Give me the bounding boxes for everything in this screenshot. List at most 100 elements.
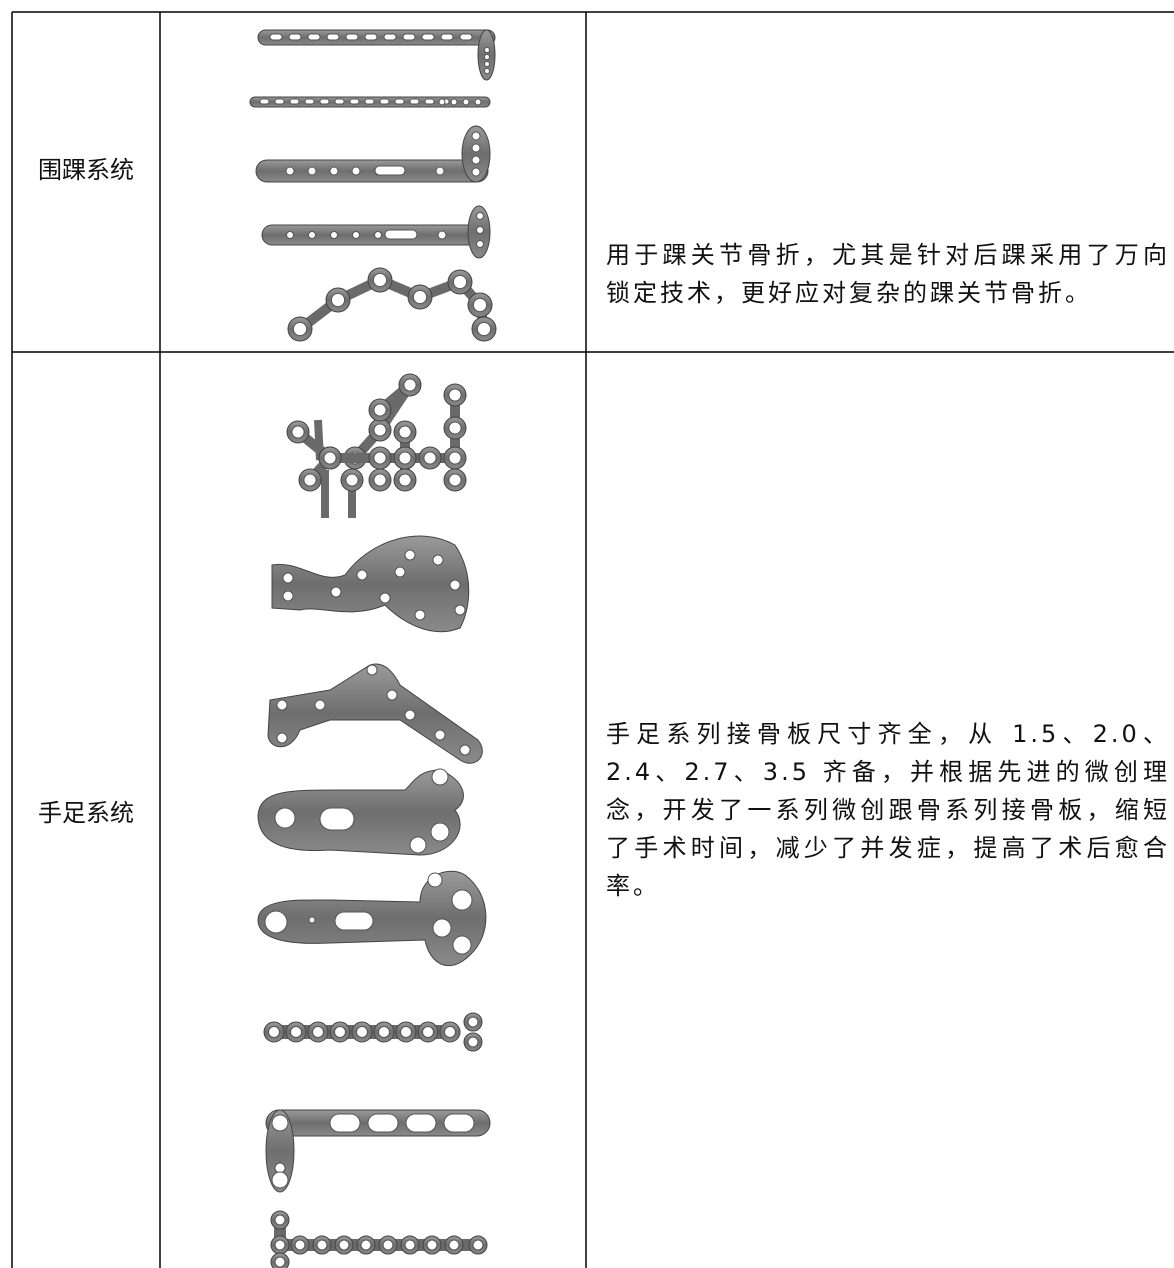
- plate-shape: [334, 911, 374, 931]
- plate-shape: [292, 321, 308, 337]
- plate-shape: [476, 240, 484, 248]
- plate-shape: [274, 1239, 286, 1251]
- plate-shape: [431, 768, 449, 786]
- plate-shape: [484, 54, 490, 60]
- plate-shape: [271, 535, 470, 633]
- plate-shape: [303, 473, 317, 487]
- plate-shape: [257, 769, 464, 856]
- plate-shape: [319, 807, 355, 831]
- plate-shape: [326, 33, 340, 41]
- plate-shape: [269, 33, 283, 41]
- plate-shape: [448, 451, 462, 465]
- plate-shape: [409, 98, 420, 105]
- plate-shape: [265, 1109, 295, 1193]
- plate-shape: [404, 549, 416, 561]
- plate-shape: [329, 166, 339, 176]
- plate-shape: [274, 1214, 286, 1226]
- plate-shape: [484, 61, 490, 67]
- row-name: 手足系统: [38, 799, 134, 827]
- plate-shape: [484, 68, 490, 74]
- plate-shape: [259, 98, 270, 105]
- plate-shape: [379, 592, 391, 604]
- plate-shape: [438, 98, 446, 106]
- plate-shape: [307, 33, 321, 41]
- plate-shape: [364, 33, 378, 41]
- plate-shape: [264, 910, 288, 934]
- plate-shape: [345, 473, 359, 487]
- plate-shape: [356, 569, 368, 581]
- plate-shape: [382, 1239, 394, 1251]
- plate-shape: [394, 98, 405, 105]
- plate-shape: [432, 918, 452, 938]
- plate-shape: [372, 272, 388, 288]
- plate-shape: [454, 604, 466, 616]
- plate-shape: [345, 33, 359, 41]
- plate-shape: [426, 1239, 438, 1251]
- plate-shape: [472, 1239, 484, 1251]
- plate-shape: [334, 1026, 346, 1038]
- plate-shape: [476, 226, 484, 234]
- plate-shape: [422, 1026, 434, 1038]
- plate-shape: [276, 699, 288, 711]
- plate-shape: [378, 1026, 390, 1038]
- plate-shape: [308, 916, 316, 924]
- plate-shape: [484, 47, 490, 53]
- plate-shape: [286, 231, 294, 239]
- plate-shape: [459, 744, 471, 756]
- row-description: 手足系列接骨板尺寸齐全，从 1.5、2.0、2.4、2.7、3.5 齐备，并根据…: [606, 720, 1170, 900]
- plate-shape: [444, 1026, 456, 1038]
- plate-shape: [394, 566, 406, 578]
- plate-shape: [271, 1114, 289, 1132]
- plate-shape: [437, 230, 447, 240]
- plate-shape: [449, 579, 461, 591]
- plate-shape: [290, 1026, 302, 1038]
- plate-shape: [373, 451, 387, 465]
- plate-shape: [409, 836, 427, 854]
- plate-shape: [289, 98, 300, 105]
- plate-shape: [430, 822, 450, 842]
- plate-shape: [282, 572, 294, 584]
- plate-shape: [373, 473, 387, 487]
- plate-shape: [330, 292, 346, 308]
- plate-shape: [404, 709, 416, 721]
- plate-shape: [448, 473, 462, 487]
- plate-shape: [288, 33, 302, 41]
- plate-shape: [398, 451, 412, 465]
- plate-shape: [360, 1239, 372, 1251]
- plate-shape: [383, 33, 397, 41]
- plate-shape: [330, 231, 338, 239]
- plate-shape: [268, 1026, 280, 1038]
- plate-shape: [291, 425, 305, 439]
- plate-shape: [386, 689, 398, 701]
- plate-shape: [414, 609, 426, 621]
- plate-shape: [274, 807, 296, 829]
- plate-shape: [451, 889, 473, 911]
- plate-shape: [421, 33, 435, 41]
- plate-shape: [448, 388, 462, 402]
- plate-shape: [374, 165, 406, 176]
- plate-shape: [412, 289, 428, 305]
- plate-shape: [329, 1113, 361, 1133]
- plate-shape: [467, 1036, 479, 1048]
- plate-shape: [452, 274, 468, 290]
- plate-shape: [474, 98, 482, 106]
- plate-shape: [398, 425, 412, 439]
- plate-shape: [351, 166, 361, 176]
- table-borders: [11, 11, 1174, 1268]
- plate-shape: [307, 166, 317, 176]
- plate-shape: [352, 231, 360, 239]
- plate-shape: [405, 1113, 437, 1133]
- plate-shape: [404, 1239, 416, 1251]
- plate-shape: [356, 1026, 368, 1038]
- plate-shape: [384, 229, 418, 240]
- plate-shape: [423, 451, 437, 465]
- plate-shape: [424, 98, 435, 105]
- plate-shape: [374, 231, 382, 239]
- plate-shape: [448, 421, 462, 435]
- plate-shape: [323, 451, 337, 465]
- plate-shape: [349, 98, 360, 105]
- plate-shape: [294, 1239, 306, 1251]
- plate-shape: [319, 98, 330, 105]
- plate-shape: [448, 1239, 460, 1251]
